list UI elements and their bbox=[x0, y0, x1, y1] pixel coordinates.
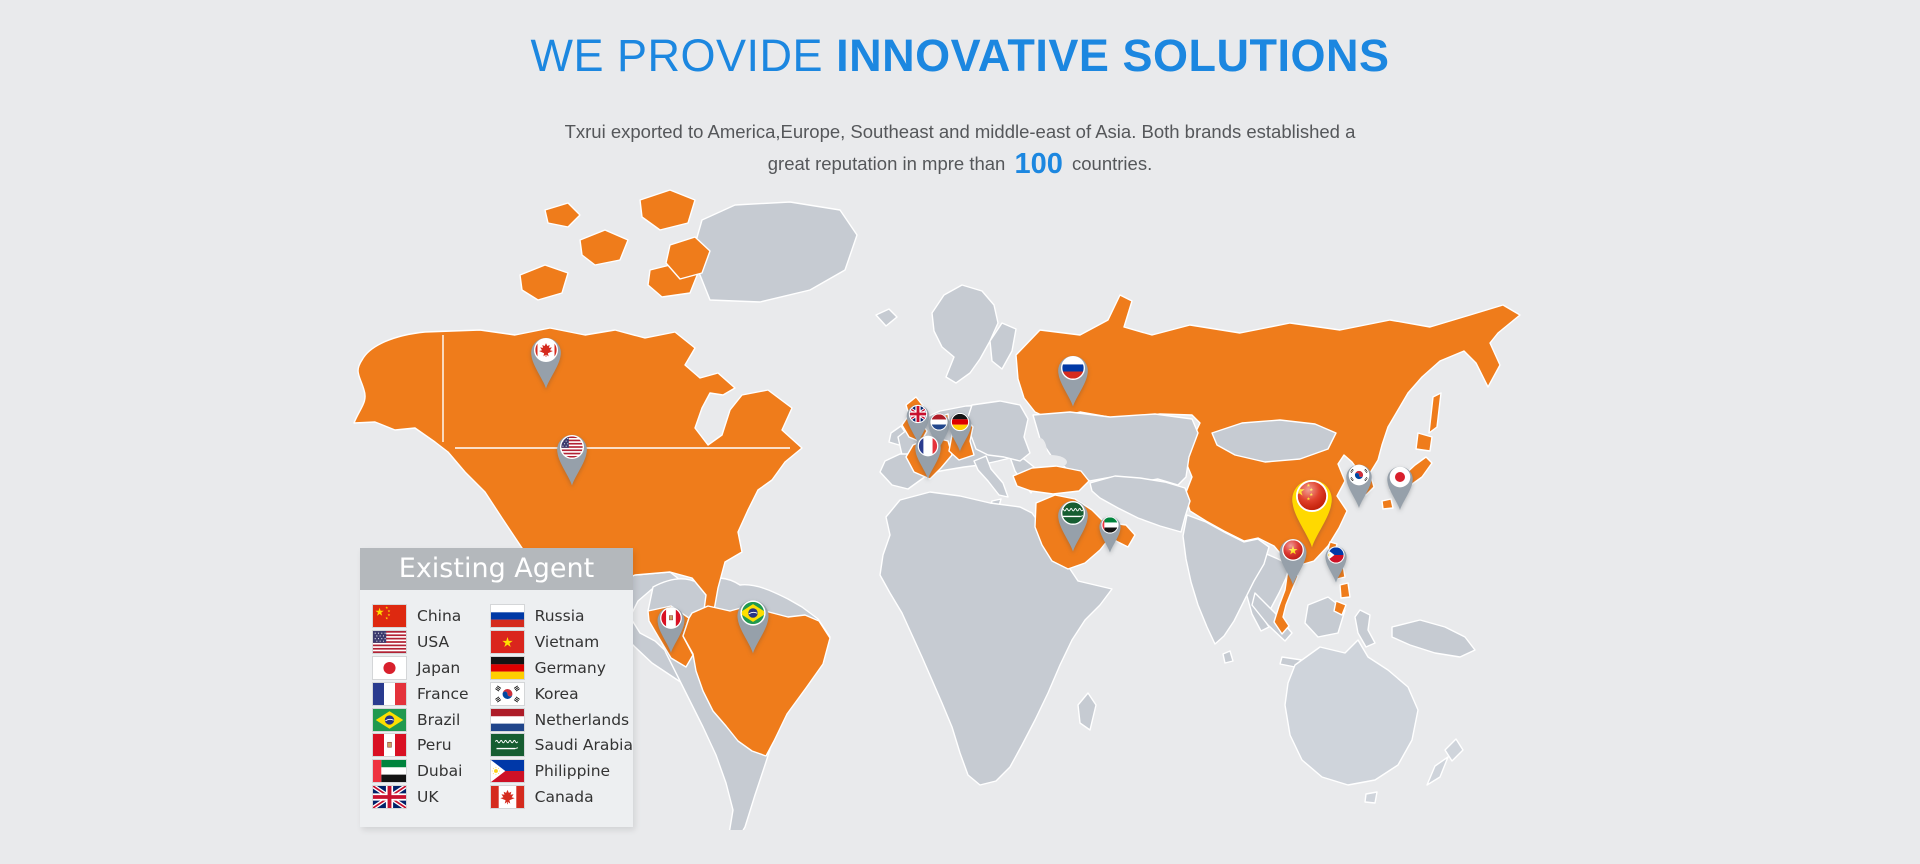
legend-body: China USA Japan France Brazil Peru Dubai… bbox=[360, 590, 633, 810]
map-pin-germany bbox=[944, 406, 976, 453]
china-flag-icon bbox=[373, 605, 406, 627]
germany-flag-icon bbox=[490, 656, 524, 679]
legend-item-uk: UK bbox=[373, 784, 491, 810]
legend-item-korea: Korea bbox=[490, 681, 633, 707]
map-pin-dubai bbox=[1095, 510, 1125, 554]
legend-column-1: China USA Japan France Brazil Peru Dubai… bbox=[373, 603, 491, 810]
legend-item-brazil: Brazil bbox=[373, 707, 491, 733]
map-pin-philippine bbox=[1321, 540, 1351, 584]
country-turkey bbox=[1012, 465, 1090, 495]
country-iceland bbox=[875, 308, 898, 327]
canada-flag-icon bbox=[490, 786, 524, 809]
legend-item-peru: Peru bbox=[373, 732, 491, 758]
korea-flag-icon bbox=[490, 682, 524, 705]
existing-agent-legend: Existing Agent China USA Japan France Br… bbox=[360, 548, 633, 827]
vietnam-flag-icon bbox=[491, 631, 524, 653]
country-finland bbox=[989, 322, 1017, 370]
page-title-regular: WE PROVIDE bbox=[530, 30, 824, 81]
map-pin-france bbox=[910, 428, 946, 481]
legend-title: Existing Agent bbox=[360, 548, 633, 590]
map-pin-peru bbox=[652, 599, 690, 655]
region-scandinavia bbox=[931, 284, 999, 384]
legend-item-dubai: Dubai bbox=[373, 758, 491, 784]
country-italy bbox=[973, 455, 1009, 498]
region-iran bbox=[1089, 475, 1191, 533]
legend-item-netherlands: Netherlands bbox=[490, 707, 633, 733]
russia-flag-icon bbox=[490, 604, 524, 627]
netherlands-flag-icon bbox=[490, 708, 524, 731]
legend-item-vietnam: Vietnam bbox=[491, 629, 633, 655]
country-new-zealand bbox=[1444, 738, 1464, 762]
country-japan bbox=[1415, 432, 1433, 452]
map-pin-saudi-arabia bbox=[1052, 492, 1094, 554]
country-vietnam bbox=[1273, 564, 1299, 635]
japan-flag-icon bbox=[373, 656, 406, 679]
map-pin-russia bbox=[1052, 347, 1094, 409]
uk-flag-icon bbox=[373, 786, 406, 808]
legend-item-philippine: Philippine bbox=[490, 758, 633, 784]
legend-item-germany: Germany bbox=[490, 655, 633, 681]
country-india bbox=[1182, 514, 1270, 645]
country-greenland bbox=[691, 201, 858, 303]
usa-flag-icon bbox=[373, 630, 406, 653]
saudi-arabia-flag-icon bbox=[490, 734, 524, 757]
philippine-flag-icon bbox=[490, 760, 524, 783]
map-pin-canada bbox=[525, 329, 567, 391]
dubai-flag-icon bbox=[373, 760, 406, 783]
legend-item-canada: Canada bbox=[490, 784, 633, 810]
country-madagascar bbox=[1077, 692, 1097, 731]
country-mongolia bbox=[1211, 419, 1337, 463]
subtitle-line2: great reputation in mpre than 100 countr… bbox=[767, 148, 1153, 180]
map-pin-japan bbox=[1382, 459, 1418, 512]
legend-item-france: France bbox=[373, 681, 491, 707]
map-pin-korea bbox=[1341, 457, 1377, 510]
map-pin-china bbox=[1284, 468, 1340, 550]
brazil-flag-icon bbox=[373, 708, 406, 731]
legend-column-2: Russia Vietnam Germany Korea Netherlands… bbox=[490, 603, 633, 810]
map-pin-brazil bbox=[731, 591, 775, 656]
region-kazakhstan bbox=[1032, 411, 1199, 486]
map-pin-usa bbox=[551, 426, 593, 488]
country-australia bbox=[1284, 639, 1419, 786]
page-title-bold: INNOVATIVE SOLUTIONS bbox=[836, 30, 1390, 81]
france-flag-icon bbox=[373, 682, 406, 705]
region-new-guinea bbox=[1391, 619, 1476, 658]
legend-item-russia: Russia bbox=[490, 603, 633, 629]
peru-flag-icon bbox=[373, 734, 406, 757]
subtitle-line1: Txrui exported to America,Europe, Southe… bbox=[564, 121, 1356, 142]
page-title: WE PROVIDE INNOVATIVE SOLUTIONS bbox=[0, 30, 1920, 82]
map-pin-vietnam bbox=[1274, 531, 1312, 587]
map-pin-uk bbox=[902, 398, 934, 445]
legend-item-japan: Japan bbox=[373, 655, 491, 681]
countries-count: 100 bbox=[1014, 148, 1063, 180]
legend-item-china: China bbox=[373, 603, 491, 629]
legend-item-saudi-arabia: Saudi Arabia bbox=[490, 732, 633, 758]
legend-item-usa: USA bbox=[373, 629, 491, 655]
map-pin-netherlands bbox=[924, 407, 954, 451]
